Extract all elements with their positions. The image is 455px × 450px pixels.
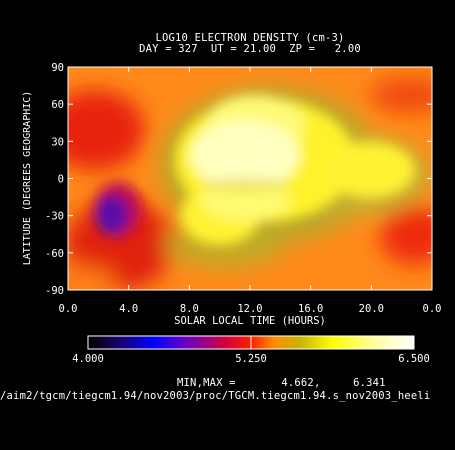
chart-subtitle: DAY = 327 UT = 21.00 ZP = 2.00	[139, 43, 361, 55]
x-tick-label: 20.0	[359, 303, 384, 315]
y-axis-label: LATITUDE (DEGREES GEOGRAPHIC)	[22, 91, 33, 266]
x-tick-label: 0.0	[423, 303, 442, 315]
y-tick-label: 90	[51, 62, 64, 74]
y-tick-label: -90	[45, 285, 64, 297]
colorbar-mid-label: 5.250	[235, 353, 267, 365]
x-tick-label: 0.0	[59, 303, 78, 315]
y-tick-label: -60	[45, 248, 64, 260]
x-axis: 0.0 4.0 8.0 12.0 16.0 20.0 0.0	[59, 67, 442, 315]
x-tick-label: 16.0	[298, 303, 323, 315]
y-tick-label: 60	[51, 99, 64, 111]
y-tick-label: 30	[51, 136, 64, 148]
x-tick-label: 8.0	[180, 303, 199, 315]
heatmap-field	[68, 67, 432, 290]
file-path: /aim2/tgcm/tiegcm1.94/nov2003/proc/TGCM.…	[0, 390, 431, 402]
y-axis: 90 60 30 0 -30 -60 -90	[45, 62, 432, 297]
colorbar-max-label: 6.500	[398, 353, 430, 365]
min-max-readout: MIN,MAX = 4.662, 6.341	[177, 377, 386, 389]
x-tick-label: 4.0	[119, 303, 138, 315]
chart-title: LOG10 ELECTRON DENSITY (cm-3)	[155, 32, 345, 44]
colorbar-min-label: 4.000	[72, 353, 104, 365]
y-tick-label: 0	[58, 174, 64, 186]
x-axis-label: SOLAR LOCAL TIME (HOURS)	[174, 315, 326, 327]
y-tick-label: -30	[45, 211, 64, 223]
x-tick-label: 12.0	[237, 303, 262, 315]
